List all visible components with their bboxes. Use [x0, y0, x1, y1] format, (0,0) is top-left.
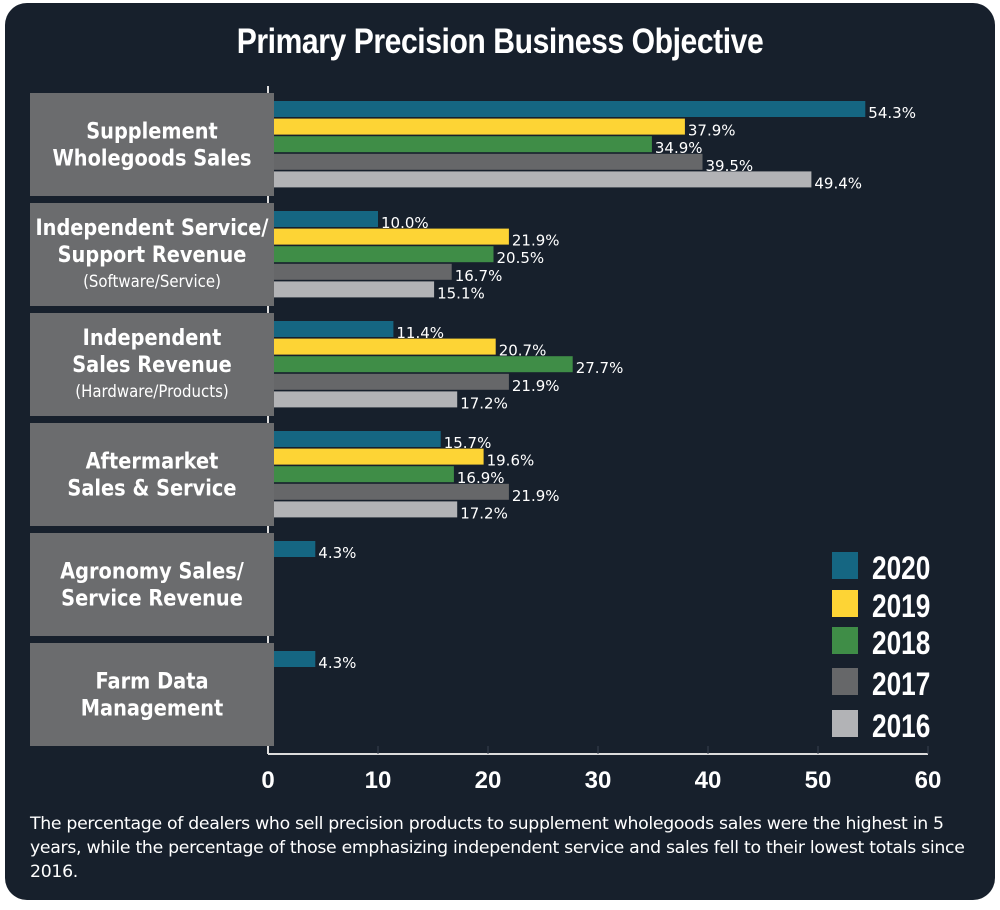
x-tick-label: 10 — [365, 767, 392, 794]
category-sublabel: (Software/Service) — [83, 271, 221, 291]
data-label: 19.6% — [487, 452, 535, 470]
bar-2017 — [268, 153, 703, 170]
category-label-box — [30, 423, 274, 526]
data-label: 20.7% — [499, 342, 547, 360]
category-label: Service Revenue — [61, 585, 243, 610]
x-tick-label: 40 — [695, 767, 722, 794]
legend-swatch-2018 — [832, 627, 858, 654]
legend-label-2017: 2017 — [872, 668, 930, 703]
category-label: Farm Data — [95, 668, 208, 693]
bar-2018 — [268, 356, 573, 373]
data-label: 16.9% — [457, 469, 505, 487]
legend-swatch-2017 — [832, 668, 858, 695]
bar-2020 — [268, 431, 441, 447]
category-label: Independent Service/ — [35, 215, 268, 240]
legend-label-2019: 2019 — [872, 590, 930, 625]
data-label: 39.5% — [706, 157, 754, 175]
legend-label-2020: 2020 — [872, 552, 930, 587]
legend-swatch-2016 — [832, 710, 858, 737]
data-label: 21.9% — [512, 232, 560, 250]
x-tick-label: 30 — [585, 767, 612, 794]
bar-2020 — [268, 101, 866, 117]
bar-2016 — [268, 281, 435, 298]
bar-2018 — [268, 136, 652, 153]
legend-label-2016: 2016 — [872, 710, 930, 745]
data-label: 16.7% — [455, 267, 503, 285]
bar-2020 — [268, 541, 316, 557]
bar-2019 — [268, 118, 685, 135]
bar-2017 — [268, 373, 509, 390]
category-sublabel: (Hardware/Products) — [75, 381, 228, 401]
data-label: 17.2% — [460, 504, 508, 522]
x-tick-label: 20 — [475, 767, 502, 794]
category-label-box — [30, 313, 274, 416]
x-tick-label: 0 — [261, 767, 274, 794]
category-label: Sales & Service — [67, 475, 236, 500]
data-label: 21.9% — [512, 377, 560, 395]
category-label-box — [30, 203, 274, 306]
category-label: Wholegoods Sales — [52, 145, 251, 170]
data-label: 34.9% — [655, 139, 703, 157]
data-label: 21.9% — [512, 487, 560, 505]
bar-2020 — [268, 211, 378, 227]
data-label: 17.2% — [460, 394, 508, 412]
x-tick-label: 60 — [915, 767, 942, 794]
legend-swatch-2019 — [832, 590, 858, 617]
legend-label-2018: 2018 — [872, 627, 930, 662]
bar-2019 — [268, 448, 484, 465]
chart-caption: The percentage of dealers who sell preci… — [30, 814, 965, 882]
category-label: Management — [81, 695, 224, 720]
data-label: 20.5% — [497, 249, 545, 267]
bar-2017 — [268, 263, 452, 280]
bar-2016 — [268, 171, 812, 188]
category-label: Agronomy Sales/ — [60, 558, 244, 583]
legend-swatch-2020 — [832, 552, 858, 579]
category-label: Supplement — [86, 118, 218, 143]
category-label-box — [30, 643, 274, 746]
bar-2017 — [268, 483, 509, 500]
chart-title: Primary Precision Business Objective — [236, 22, 764, 61]
data-label: 37.9% — [688, 122, 736, 140]
data-label: 10.0% — [381, 214, 429, 232]
data-label: 4.3% — [318, 654, 356, 672]
category-label: Support Revenue — [58, 242, 247, 267]
data-label: 54.3% — [868, 104, 916, 122]
data-label: 15.1% — [437, 284, 485, 302]
category-label: Sales Revenue — [72, 352, 231, 377]
bar-2016 — [268, 391, 458, 408]
category-label-box — [30, 93, 274, 196]
data-label: 4.3% — [318, 544, 356, 562]
bar-2016 — [268, 501, 458, 518]
bar-2019 — [268, 338, 496, 355]
category-label: Aftermarket — [86, 448, 219, 473]
bar-2019 — [268, 228, 509, 245]
category-label: Independent — [83, 325, 222, 350]
data-label: 27.7% — [576, 359, 624, 377]
bar-2020 — [268, 651, 316, 667]
bar-2020 — [268, 321, 394, 337]
data-label: 49.4% — [814, 174, 862, 192]
x-tick-label: 50 — [805, 767, 832, 794]
bar-2018 — [268, 246, 494, 263]
data-label: 11.4% — [396, 324, 444, 342]
category-label-box — [30, 533, 274, 636]
bar-2018 — [268, 466, 454, 483]
data-label: 15.7% — [444, 434, 492, 452]
